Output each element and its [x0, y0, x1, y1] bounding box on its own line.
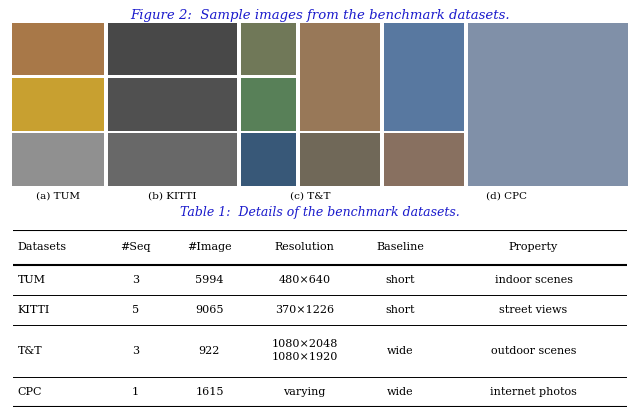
Text: wide: wide: [387, 387, 413, 397]
Text: #Image: #Image: [187, 242, 232, 252]
Text: internet photos: internet photos: [490, 387, 577, 397]
Text: outdoor scenes: outdoor scenes: [491, 346, 576, 356]
Text: Figure 2:  Sample images from the benchmark datasets.: Figure 2: Sample images from the benchma…: [130, 9, 510, 22]
Text: 922: 922: [199, 346, 220, 356]
Text: Table 1:  Details of the benchmark datasets.: Table 1: Details of the benchmark datase…: [180, 206, 460, 219]
Text: T&T: T&T: [18, 346, 42, 356]
Text: Resolution: Resolution: [275, 242, 335, 252]
Text: 9065: 9065: [195, 305, 223, 314]
Text: (d) CPC: (d) CPC: [486, 191, 527, 200]
Text: CPC: CPC: [18, 387, 42, 397]
Text: (c) T&T: (c) T&T: [291, 191, 331, 200]
Text: wide: wide: [387, 346, 413, 356]
Text: KITTI: KITTI: [18, 305, 50, 314]
Text: 480×640: 480×640: [278, 275, 331, 284]
Text: 3: 3: [132, 275, 140, 284]
Text: short: short: [385, 305, 415, 314]
Text: 1615: 1615: [195, 387, 223, 397]
Text: 1080×2048
1080×1920: 1080×2048 1080×1920: [271, 339, 338, 363]
Text: street views: street views: [499, 305, 568, 314]
Text: indoor scenes: indoor scenes: [495, 275, 573, 284]
Text: 5: 5: [132, 305, 140, 314]
Text: 3: 3: [132, 346, 140, 356]
Text: (a) TUM: (a) TUM: [36, 191, 80, 200]
Text: short: short: [385, 275, 415, 284]
Text: varying: varying: [284, 387, 326, 397]
Text: 370×1226: 370×1226: [275, 305, 334, 314]
Text: Baseline: Baseline: [376, 242, 424, 252]
Text: TUM: TUM: [18, 275, 45, 284]
Text: (b) KITTI: (b) KITTI: [148, 191, 197, 200]
Text: #Seq: #Seq: [120, 242, 151, 252]
Text: Property: Property: [509, 242, 558, 252]
Text: Datasets: Datasets: [18, 242, 67, 252]
Text: 5994: 5994: [195, 275, 223, 284]
Text: 1: 1: [132, 387, 140, 397]
